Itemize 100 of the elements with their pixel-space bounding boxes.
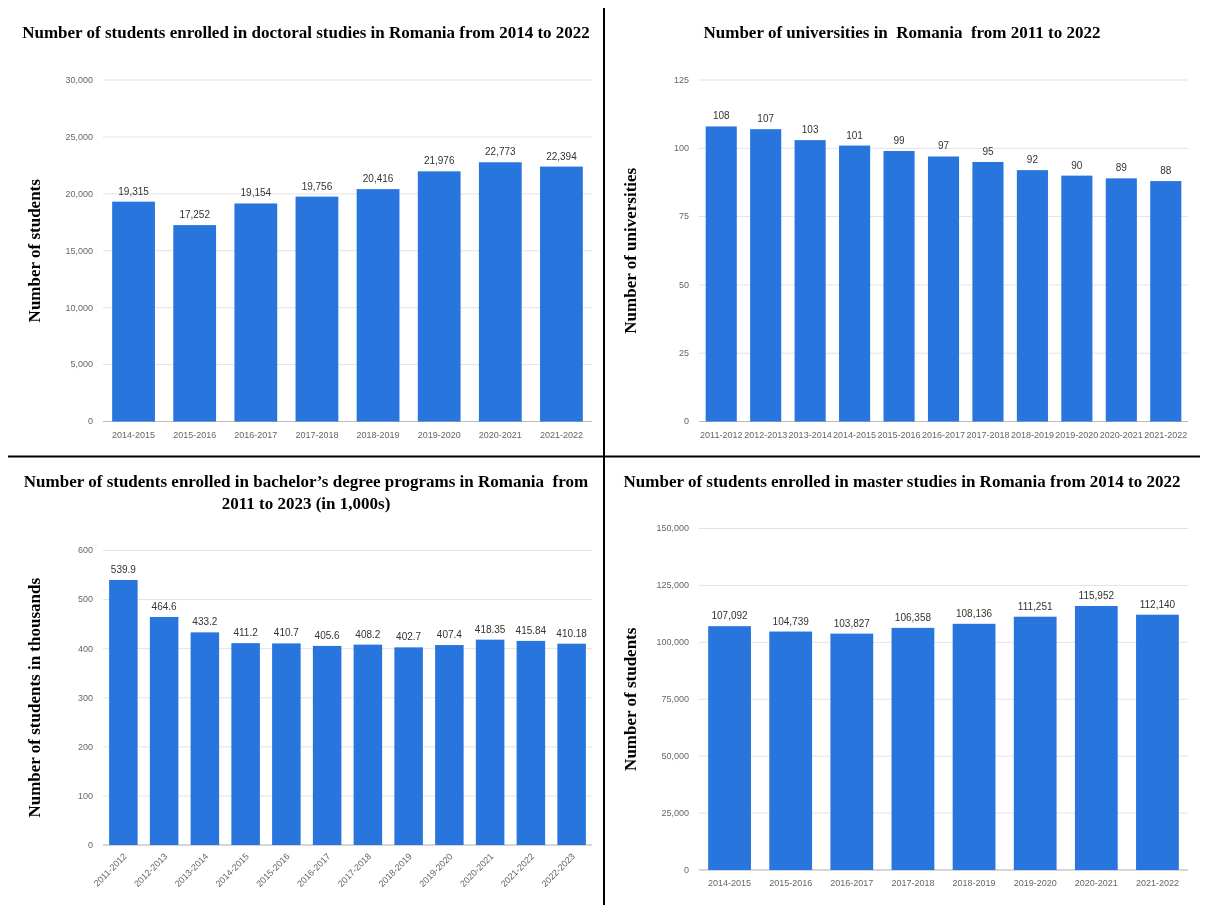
bar <box>1074 606 1118 870</box>
data-label: 418.35 <box>474 623 506 635</box>
y-tick-label: 125,000 <box>656 580 689 591</box>
bar <box>234 203 278 422</box>
bar <box>839 145 871 422</box>
bar <box>231 643 260 845</box>
y-axis-title: Number of students <box>621 627 640 771</box>
x-tick-label: 2016-2017 <box>921 429 966 440</box>
data-label: 104,739 <box>772 615 810 627</box>
bar <box>272 643 301 845</box>
y-tick-label: 5,000 <box>70 359 93 370</box>
bar <box>356 189 400 422</box>
y-tick-label: 100 <box>673 143 689 154</box>
bar <box>557 643 586 845</box>
y-tick-label: 0 <box>87 416 93 427</box>
y-axis-title: Number of students <box>25 178 44 323</box>
data-label: 99 <box>893 135 906 147</box>
y-tick-label: 0 <box>683 864 689 875</box>
x-tick-label: 2014-2015 <box>708 878 752 888</box>
data-label: 107,092 <box>711 610 749 622</box>
x-tick-label: 2014-2015 <box>833 429 877 440</box>
x-tick-label: 2018-2019 <box>1010 429 1054 440</box>
bar <box>1016 170 1048 422</box>
data-label: 111,251 <box>1017 600 1053 612</box>
data-label: 89 <box>1115 162 1128 174</box>
x-tick-label: 2014-2015 <box>112 429 156 440</box>
data-label: 90 <box>1071 159 1083 171</box>
x-tick-label: 2016-2017 <box>234 429 278 440</box>
y-tick-label: 25,000 <box>661 807 689 818</box>
data-label: 405.6 <box>314 629 341 641</box>
x-tick-label: 2019-2020 <box>417 429 461 440</box>
bar <box>353 644 383 845</box>
data-label: 433.2 <box>192 616 218 628</box>
bar <box>1013 616 1057 870</box>
bar <box>1136 614 1179 870</box>
y-tick-label: 15,000 <box>65 245 93 256</box>
x-tick-label: 2020-2021 <box>1099 429 1143 440</box>
x-tick-label: 2020-2021 <box>1074 878 1118 888</box>
bar <box>1105 178 1137 422</box>
bar <box>769 631 813 870</box>
bar <box>312 645 342 845</box>
x-tick-label: 2019-2020 <box>1013 878 1057 888</box>
y-tick-label: 50,000 <box>661 751 689 762</box>
data-label: 21,976 <box>423 155 455 167</box>
y-tick-label: 300 <box>77 692 93 703</box>
x-tick-label: 2015-2016 <box>877 429 921 440</box>
x-tick-label: 2018-2019 <box>356 429 400 440</box>
data-label: 103,827 <box>833 617 871 629</box>
data-label: 22,394 <box>546 150 578 162</box>
y-tick-label: 100,000 <box>656 637 689 648</box>
x-tick-label: 2021-2022 <box>1135 878 1179 888</box>
bar <box>1061 175 1093 422</box>
y-tick-label: 25,000 <box>65 131 93 142</box>
y-tick-label: 400 <box>77 643 93 654</box>
x-tick-label: 2016-2017 <box>830 878 874 888</box>
data-label: 92 <box>1026 154 1039 166</box>
chart-title: Number of students enrolled in master studies in Romania from 2014 to 2022 <box>623 471 1181 491</box>
y-tick-label: 200 <box>77 741 93 752</box>
bar <box>794 140 826 422</box>
x-tick-label: 2013-2014 <box>788 429 832 440</box>
data-label: 112,140 <box>1139 598 1176 610</box>
x-tick-label: 2011-2012 <box>700 429 743 440</box>
data-label: 411.2 <box>233 627 259 639</box>
bar <box>173 225 217 422</box>
data-label: 408.2 <box>355 628 381 640</box>
y-tick-label: 30,000 <box>65 74 93 85</box>
data-label: 106,358 <box>894 611 932 623</box>
x-tick-label: 2021-2022 <box>1144 429 1188 440</box>
y-tick-label: 100 <box>77 790 93 801</box>
x-tick-label: 2017-2018 <box>295 429 339 440</box>
data-label: 88 <box>1160 165 1172 177</box>
x-tick-label: 2018-2019 <box>952 878 996 888</box>
data-label: 539.9 <box>110 564 137 575</box>
bar <box>475 639 505 845</box>
data-label: 95 <box>982 145 994 157</box>
bar <box>891 627 935 870</box>
bar <box>952 623 996 870</box>
x-tick-label: 2021-2022 <box>539 429 583 440</box>
bar <box>972 161 1004 422</box>
bar <box>149 616 179 845</box>
y-tick-label: 150,000 <box>656 523 689 534</box>
data-label: 19,315 <box>118 185 150 197</box>
bar <box>1150 181 1182 422</box>
bar <box>112 201 155 422</box>
data-label: 22,773 <box>485 146 517 158</box>
bar <box>540 166 583 422</box>
data-label: 108 <box>712 110 731 122</box>
data-label: 19,756 <box>301 180 333 192</box>
x-tick-label: 2019-2020 <box>1055 429 1099 440</box>
data-label: 19,154 <box>240 187 272 199</box>
data-label: 410.18 <box>556 627 588 639</box>
y-tick-label: 75,000 <box>661 694 689 705</box>
bar <box>417 171 461 422</box>
data-label: 410.7 <box>273 627 300 639</box>
data-label: 115,952 <box>1078 590 1115 602</box>
y-tick-label: 125 <box>673 74 689 85</box>
x-tick-label: 2017-2018 <box>966 429 1010 440</box>
y-tick-label: 10,000 <box>65 302 93 313</box>
x-tick-label: 2015-2016 <box>769 878 813 888</box>
y-tick-label: 0 <box>683 416 689 427</box>
